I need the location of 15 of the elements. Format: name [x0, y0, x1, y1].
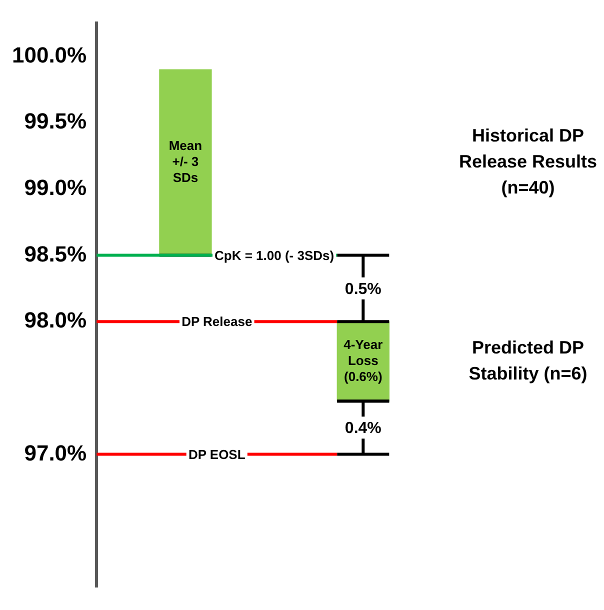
ref-line-label: DP Release — [182, 314, 252, 330]
text: 4-Year Loss (0.6%) — [344, 336, 383, 384]
text: Historical DP Release Results (n=40) — [458, 125, 598, 198]
text: Predicted DP Stability (n=6) — [468, 337, 588, 384]
y-tick-label: 97.0% — [24, 440, 87, 466]
ref-line-label: DP EOSL — [188, 446, 246, 462]
y-tick-label: 99.5% — [24, 108, 87, 134]
y-tick-label: 100.0% — [12, 42, 87, 68]
y-tick-label: 98.0% — [24, 308, 87, 333]
annotation: Mean +/- 3 SDs — [168, 138, 202, 186]
annotation: CpK = 1.00 (- 3SDs) — [214, 248, 334, 263]
text: 0.4% — [344, 420, 382, 438]
y-tick-label: 98.5% — [24, 241, 87, 266]
text: 0.5% — [344, 280, 382, 298]
y-tick-label: 99.0% — [24, 175, 87, 200]
